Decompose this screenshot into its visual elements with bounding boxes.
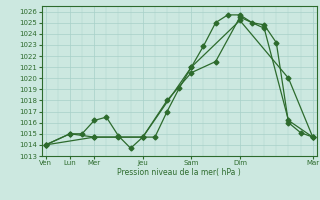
X-axis label: Pression niveau de la mer( hPa ): Pression niveau de la mer( hPa ) (117, 168, 241, 177)
